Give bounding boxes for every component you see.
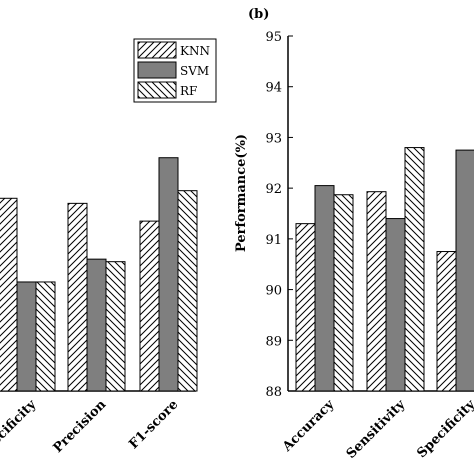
bar-svm-specificity [455, 149, 474, 392]
right-y-ticks: 88 89 90 91 92 93 94 95 [265, 30, 293, 400]
bar-knn-specificity [436, 251, 457, 392]
bar-knn-specificity [0, 197, 18, 392]
legend-label-rf: RF [180, 84, 197, 98]
y-axis-title: Performance(%) [234, 134, 249, 252]
legend-swatch-svm [137, 61, 177, 79]
left-panel: Specificity Precision F1-score KNN SVM RF [0, 38, 217, 461]
bar-svm-precision [86, 258, 107, 392]
left-category-labels: Specificity Precision F1-score [0, 397, 181, 461]
y-tick-label: 88 [265, 385, 282, 400]
y-tick-label: 93 [265, 131, 282, 146]
right-category-labels: Accuracy Sensitivity Specificity [279, 397, 474, 462]
y-tick-label: 94 [265, 81, 282, 96]
bar-rf-sensitivity [404, 147, 425, 392]
bar-knn-sensitivity [366, 191, 387, 392]
legend-swatch-knn [137, 41, 177, 59]
bar-svm-sensitivity [385, 218, 406, 392]
legend: KNN SVM RF [133, 38, 217, 103]
panel-label-b: (b) [248, 7, 269, 22]
y-tick-label: 90 [265, 284, 282, 299]
bar-svm-accuracy [314, 185, 335, 392]
bar-rf-f1-score [177, 190, 198, 392]
bar-rf-accuracy [333, 194, 354, 392]
left-bars [0, 157, 198, 392]
y-tick-label: 92 [265, 182, 282, 197]
bar-rf-precision [105, 261, 126, 392]
category-label: Sensitivity [344, 397, 409, 462]
category-label: Accuracy [279, 397, 337, 455]
y-tick-label: 95 [265, 30, 282, 45]
bar-knn-accuracy [295, 223, 316, 392]
bar-svm-f1-score [158, 157, 179, 392]
bar-rf-specificity [35, 281, 56, 392]
y-tick-label: 89 [265, 334, 282, 349]
legend-swatch-rf [137, 81, 177, 99]
bar-knn-f1-score [139, 220, 160, 392]
category-label: F1-score [126, 397, 181, 452]
category-label: Precision [51, 397, 110, 456]
category-label: Specificity [0, 397, 40, 461]
legend-label-knn: KNN [180, 44, 210, 58]
bar-knn-precision [67, 202, 88, 392]
legend-label-svm: SVM [180, 64, 209, 78]
right-panel: (b) 88 89 90 91 92 93 94 95 Performance(%) Accu… [234, 7, 474, 462]
y-tick-label: 91 [265, 233, 282, 248]
right-bars [295, 147, 474, 392]
category-label: Specificity [414, 397, 474, 461]
bar-svm-specificity [16, 281, 37, 392]
